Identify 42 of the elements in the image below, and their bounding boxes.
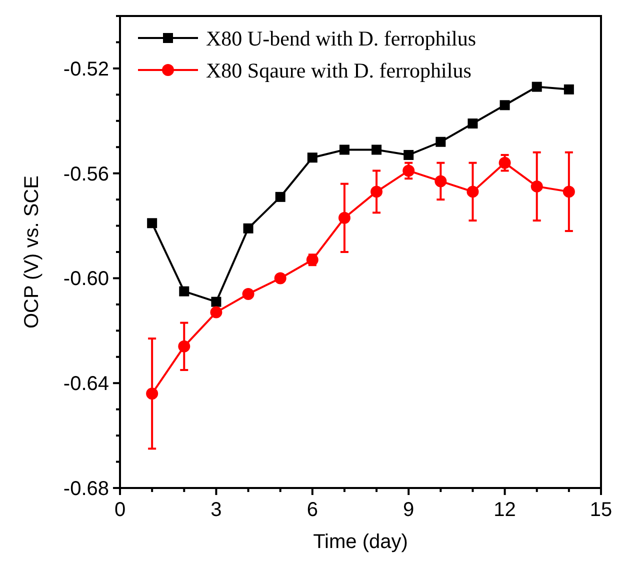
point [372,144,382,155]
point [274,272,286,284]
point [210,306,222,318]
point [242,288,254,300]
x-axis-title: Time (day) [313,531,408,553]
x-tick-label: 6 [306,499,318,521]
x-tick-label: 15 [590,499,612,521]
legend-label: X80 Sqaure with D. ferrophilus [206,58,472,82]
point [468,118,478,129]
point [498,156,511,169]
point [147,218,158,228]
x-tick-label: 12 [494,499,516,521]
point [146,388,158,400]
point [436,136,446,147]
point [339,144,350,155]
point [370,186,383,198]
point [178,340,190,352]
point [275,192,286,202]
y-tick-label: -0.68 [63,478,109,500]
point [307,152,318,163]
y-tick-label: -0.60 [63,268,109,290]
y-tick-label: -0.52 [63,58,109,80]
point [402,164,415,177]
point [562,186,575,198]
point [243,223,254,234]
point [338,212,350,224]
point [404,150,414,160]
point [532,82,542,92]
point [564,84,574,94]
point [179,286,190,296]
x-tick-label: 3 [210,499,222,521]
y-tick-label: -0.64 [63,373,109,396]
legend-label: X80 U-bend with D. ferrophilus [206,26,476,50]
point [466,186,479,198]
y-axis-title: OCP (V) vs. SCE [21,176,43,328]
y-tick-label: -0.56 [63,163,109,186]
x-tick-label: 0 [114,499,126,521]
point [500,100,510,110]
point [530,180,543,192]
point [211,296,222,307]
point [434,175,447,188]
x-tick-label: 9 [403,499,414,521]
